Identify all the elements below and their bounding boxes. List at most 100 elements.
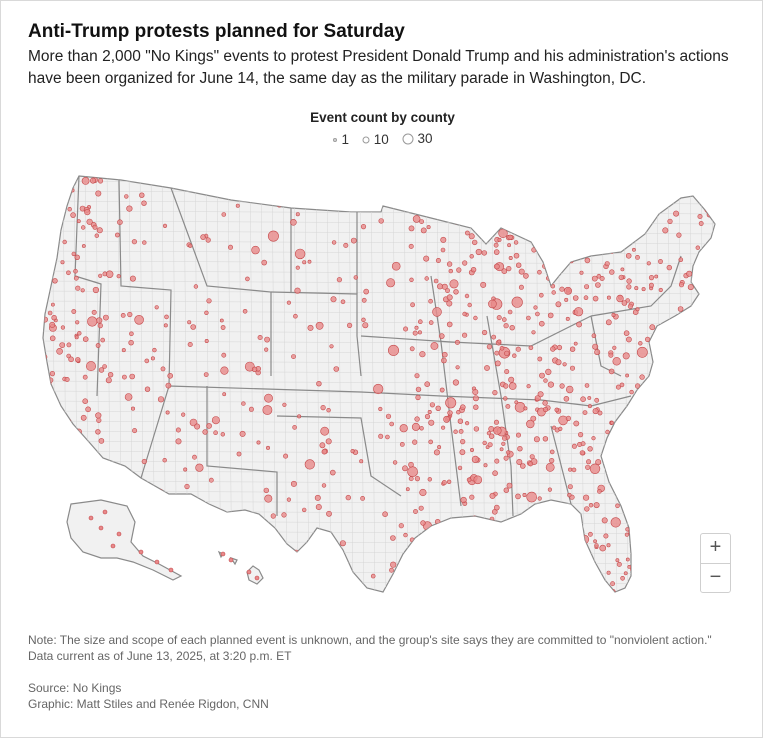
event-dot[interactable]: [526, 491, 538, 503]
event-dot[interactable]: [455, 365, 460, 370]
event-dot[interactable]: [582, 410, 588, 415]
event-dot[interactable]: [59, 464, 66, 470]
event-dot[interactable]: [501, 317, 507, 322]
event-dot[interactable]: [321, 448, 328, 455]
event-dot[interactable]: [616, 294, 624, 303]
event-dot[interactable]: [639, 423, 644, 429]
event-dot[interactable]: [573, 307, 584, 317]
event-dot[interactable]: [433, 449, 440, 456]
event-dot[interactable]: [52, 278, 58, 284]
event-dot[interactable]: [709, 267, 715, 272]
event-dot[interactable]: [556, 549, 561, 553]
event-dot[interactable]: [519, 532, 526, 539]
event-dot[interactable]: [704, 181, 711, 187]
event-dot[interactable]: [649, 324, 656, 331]
event-dot[interactable]: [484, 536, 490, 543]
event-dot[interactable]: [625, 438, 631, 445]
event-dot[interactable]: [632, 419, 637, 424]
event-dot[interactable]: [267, 230, 279, 242]
event-dot[interactable]: [488, 433, 495, 439]
event-dot[interactable]: [453, 289, 459, 295]
event-dot[interactable]: [629, 480, 637, 487]
event-dot[interactable]: [508, 376, 515, 383]
event-dot[interactable]: [441, 351, 448, 358]
event-dot[interactable]: [71, 590, 76, 594]
event-dot[interactable]: [601, 517, 608, 524]
event-dot[interactable]: [626, 278, 632, 284]
event-dot[interactable]: [609, 213, 613, 218]
zoom-in-button[interactable]: +: [709, 536, 722, 558]
event-dot[interactable]: [662, 425, 668, 431]
event-dot[interactable]: [54, 196, 59, 201]
event-dot[interactable]: [593, 502, 600, 509]
event-dot[interactable]: [677, 558, 685, 565]
event-dot[interactable]: [413, 539, 420, 545]
event-dot[interactable]: [558, 225, 563, 230]
event-dot[interactable]: [611, 313, 616, 318]
event-dot[interactable]: [446, 321, 453, 328]
event-dot[interactable]: [304, 459, 315, 470]
event-dot[interactable]: [511, 195, 518, 202]
event-dot[interactable]: [494, 534, 500, 540]
event-dot[interactable]: [591, 333, 597, 338]
event-dot[interactable]: [246, 569, 252, 575]
event-dot[interactable]: [464, 293, 470, 299]
event-dot[interactable]: [523, 273, 529, 279]
event-dot[interactable]: [462, 260, 468, 266]
event-dot[interactable]: [361, 297, 367, 303]
event-dot[interactable]: [531, 247, 537, 253]
event-dot[interactable]: [515, 201, 520, 206]
event-dot[interactable]: [472, 395, 479, 402]
event-dot[interactable]: [670, 320, 676, 326]
event-dot[interactable]: [170, 529, 177, 536]
event-dot[interactable]: [322, 572, 333, 583]
event-dot[interactable]: [312, 203, 319, 209]
event-dot[interactable]: [562, 588, 569, 594]
event-dot[interactable]: [414, 373, 420, 379]
event-dot[interactable]: [264, 336, 270, 343]
event-dot[interactable]: [286, 497, 292, 502]
event-dot[interactable]: [648, 274, 655, 281]
event-dot[interactable]: [290, 480, 297, 487]
event-dot[interactable]: [529, 454, 535, 460]
event-dot[interactable]: [684, 468, 691, 475]
event-dot[interactable]: [61, 415, 66, 420]
event-dot[interactable]: [511, 296, 523, 308]
event-dot[interactable]: [494, 360, 501, 367]
event-dot[interactable]: [435, 258, 441, 264]
event-dot[interactable]: [446, 479, 452, 484]
event-dot[interactable]: [650, 527, 657, 534]
event-dot[interactable]: [359, 459, 364, 464]
event-dot[interactable]: [52, 494, 60, 501]
event-dot[interactable]: [564, 297, 569, 302]
event-dot[interactable]: [315, 321, 324, 330]
event-dot[interactable]: [56, 348, 63, 355]
event-dot[interactable]: [437, 590, 443, 596]
event-dot[interactable]: [438, 333, 445, 339]
event-dot[interactable]: [624, 532, 630, 537]
event-dot[interactable]: [326, 556, 333, 563]
event-dot[interactable]: [460, 439, 466, 445]
event-dot[interactable]: [228, 557, 234, 563]
event-dot[interactable]: [667, 218, 673, 225]
event-dot[interactable]: [556, 344, 563, 351]
event-dot[interactable]: [576, 321, 582, 328]
event-dot[interactable]: [661, 579, 666, 584]
event-dot[interactable]: [513, 575, 518, 580]
event-dot[interactable]: [62, 239, 67, 245]
event-dot[interactable]: [66, 418, 72, 425]
event-dot[interactable]: [468, 560, 473, 565]
event-dot[interactable]: [195, 463, 204, 472]
event-dot[interactable]: [582, 494, 590, 501]
event-dot[interactable]: [360, 223, 367, 230]
event-dot[interactable]: [588, 503, 594, 508]
event-dot[interactable]: [278, 191, 285, 197]
event-dot[interactable]: [60, 260, 65, 265]
event-dot[interactable]: [660, 422, 673, 434]
event-dot[interactable]: [221, 352, 227, 358]
event-dot[interactable]: [487, 442, 493, 448]
event-dot[interactable]: [551, 425, 557, 430]
event-dot[interactable]: [612, 357, 621, 366]
event-dot[interactable]: [220, 551, 226, 557]
event-dot[interactable]: [58, 492, 63, 497]
